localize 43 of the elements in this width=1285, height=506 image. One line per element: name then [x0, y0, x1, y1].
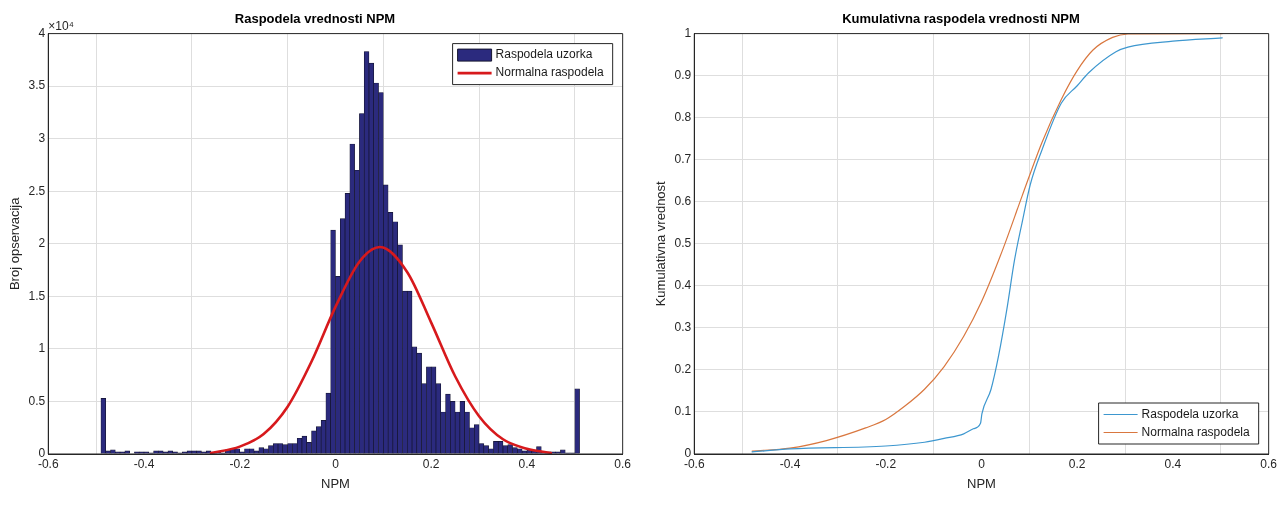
x-tick-label: 0.2 — [1068, 456, 1086, 471]
legend-label: Normalna raspodela — [1141, 424, 1250, 439]
x-axis-title: NPM — [967, 475, 996, 491]
legend-label: Raspodela uzorka — [1141, 406, 1239, 421]
y-tick-label: 1 — [684, 25, 692, 40]
x-tick-label: 0.2 — [422, 456, 440, 471]
x-tick-label: -0.2 — [229, 456, 251, 471]
y-tick-label: 0.6 — [674, 194, 692, 209]
y-tick-label: 3.5 — [28, 78, 46, 93]
y-tick-label: 2 — [38, 236, 46, 251]
x-tick-label: 0.6 — [614, 456, 632, 471]
y-tick-label: 0.2 — [674, 362, 692, 377]
text: ×10⁴ — [48, 18, 74, 33]
y-tick-label: 0.4 — [674, 278, 692, 293]
y-tick-label: 0.5 — [674, 236, 692, 251]
y-tick-label: 3 — [38, 131, 46, 146]
y-tick-label: 1 — [38, 341, 46, 356]
x-tick-label: -0.2 — [875, 456, 897, 471]
y-tick-label: 0.8 — [674, 109, 692, 124]
y-tick-label: 4 — [38, 25, 46, 40]
x-tick-label: 0 — [332, 456, 340, 471]
x-axis-title: NPM — [321, 475, 350, 491]
y-tick-label: 1.5 — [28, 288, 46, 303]
chart-title: Kumulativna raspodela vrednosti NPM — [842, 11, 1080, 27]
x-tick-label: 0.6 — [1260, 456, 1278, 471]
y-axis-title: Kumulativna vrednost — [653, 180, 669, 307]
y-tick-label: 0.9 — [674, 67, 692, 82]
legend-label: Normalna raspodela — [495, 65, 604, 80]
legend-label: Raspodela uzorka — [495, 47, 593, 62]
y-tick-label: 0.7 — [674, 152, 692, 167]
y-axis-title: Broj opservacija — [7, 196, 23, 291]
y-tick-label: 2.5 — [28, 183, 46, 198]
x-tick-label: 0.4 — [518, 456, 536, 471]
y-tick-label: 0.3 — [674, 320, 692, 335]
y-tick-label: 0.1 — [674, 404, 692, 419]
x-tick-label: -0.4 — [133, 456, 155, 471]
x-tick-label: 0 — [978, 456, 986, 471]
chart-title: Raspodela vrednosti NPM — [234, 11, 396, 27]
x-tick-label: -0.4 — [779, 456, 801, 471]
x-tick-label: 0.4 — [1164, 456, 1182, 471]
x-tick-label: -0.6 — [37, 456, 59, 471]
y-tick-label: 0.5 — [28, 393, 46, 408]
x-tick-label: -0.6 — [683, 456, 705, 471]
